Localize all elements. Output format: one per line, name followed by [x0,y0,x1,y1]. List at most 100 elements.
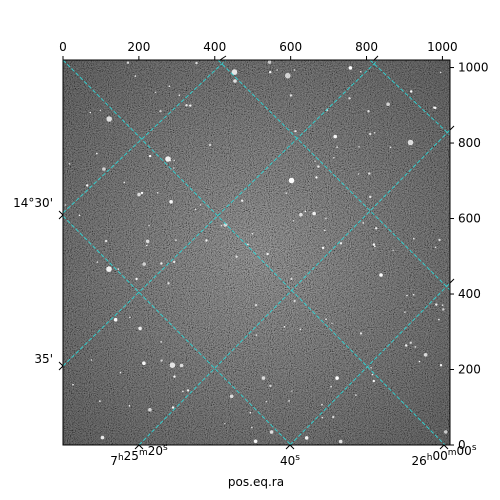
ra-tick-label: 7h25m20s [110,443,168,468]
star [321,246,325,250]
star [335,376,339,380]
star [224,422,226,425]
star [160,359,163,362]
grid-line [63,60,446,445]
dec-tick-label: 35' [34,352,53,366]
star [253,439,258,444]
star [255,334,258,336]
plot-frame [62,59,451,446]
star [331,322,333,325]
top-pixel-axis: 0 200 400 600 800 1000 [59,40,458,61]
star [96,152,98,155]
star [355,394,357,396]
grid-edge-tick [219,55,227,61]
ra-axis: 7h25m20s 40s 26h00m00s [110,443,477,468]
ra-tick-label: 40s [280,453,300,468]
star [154,91,157,94]
right-tick-label: 0 [458,438,466,452]
right-tick-label: 1000 [458,61,489,75]
star [336,146,338,148]
star [185,104,188,107]
star [294,130,297,133]
coordinate-grid [63,60,450,445]
star [72,383,74,386]
star [283,326,286,328]
star [160,341,162,343]
star [128,405,131,407]
star [374,245,376,248]
star [148,224,150,227]
star [90,359,93,361]
star [410,90,413,93]
star [321,403,323,406]
star [314,160,317,163]
star [169,200,173,204]
star [64,204,67,206]
star [186,389,190,392]
star [249,411,252,414]
x-axis-title: pos.eq.ra [228,475,284,489]
star [179,363,184,368]
star [442,308,445,311]
star [357,173,360,175]
star [231,69,238,75]
star [418,360,421,363]
grid-line [138,129,450,445]
dec-tick [58,210,64,216]
star [375,227,378,230]
star [189,104,192,107]
star [299,212,303,217]
star [254,303,258,307]
star [137,192,141,197]
star [102,167,106,171]
star [285,72,291,79]
star [160,262,163,265]
star [194,208,197,211]
star [106,266,112,272]
star [178,94,181,96]
star [117,268,120,270]
star [404,311,406,314]
star [233,79,237,83]
star [99,400,101,402]
star [123,181,126,184]
ra-tick [439,444,445,450]
star [142,361,146,366]
ra-tick [134,444,140,450]
star [265,400,268,403]
star [269,384,272,388]
dec-tick [58,365,64,371]
star [104,239,108,243]
star [333,134,338,139]
star [362,222,365,224]
star [285,192,288,194]
grid-edge-tick [449,278,455,284]
star [406,294,408,297]
star [145,239,150,244]
star [146,244,148,247]
star [78,214,81,217]
star [168,85,171,87]
ra-tick [289,444,295,450]
star [288,400,290,402]
grid-edge-tick [449,125,455,131]
star [332,415,335,419]
sky-image [63,60,450,445]
star [293,299,296,303]
right-tick-label: 600 [458,212,481,226]
star [288,177,295,184]
star [199,204,202,206]
dec-tick-label: 14°30' [13,196,53,210]
star [205,239,208,242]
star [413,237,415,240]
star [368,172,371,175]
star [129,316,131,319]
star [134,75,137,77]
star [333,157,335,159]
star [142,262,146,266]
star [304,436,309,440]
star [325,217,327,220]
star [348,97,351,100]
grid-line [217,60,450,291]
star [220,224,223,227]
